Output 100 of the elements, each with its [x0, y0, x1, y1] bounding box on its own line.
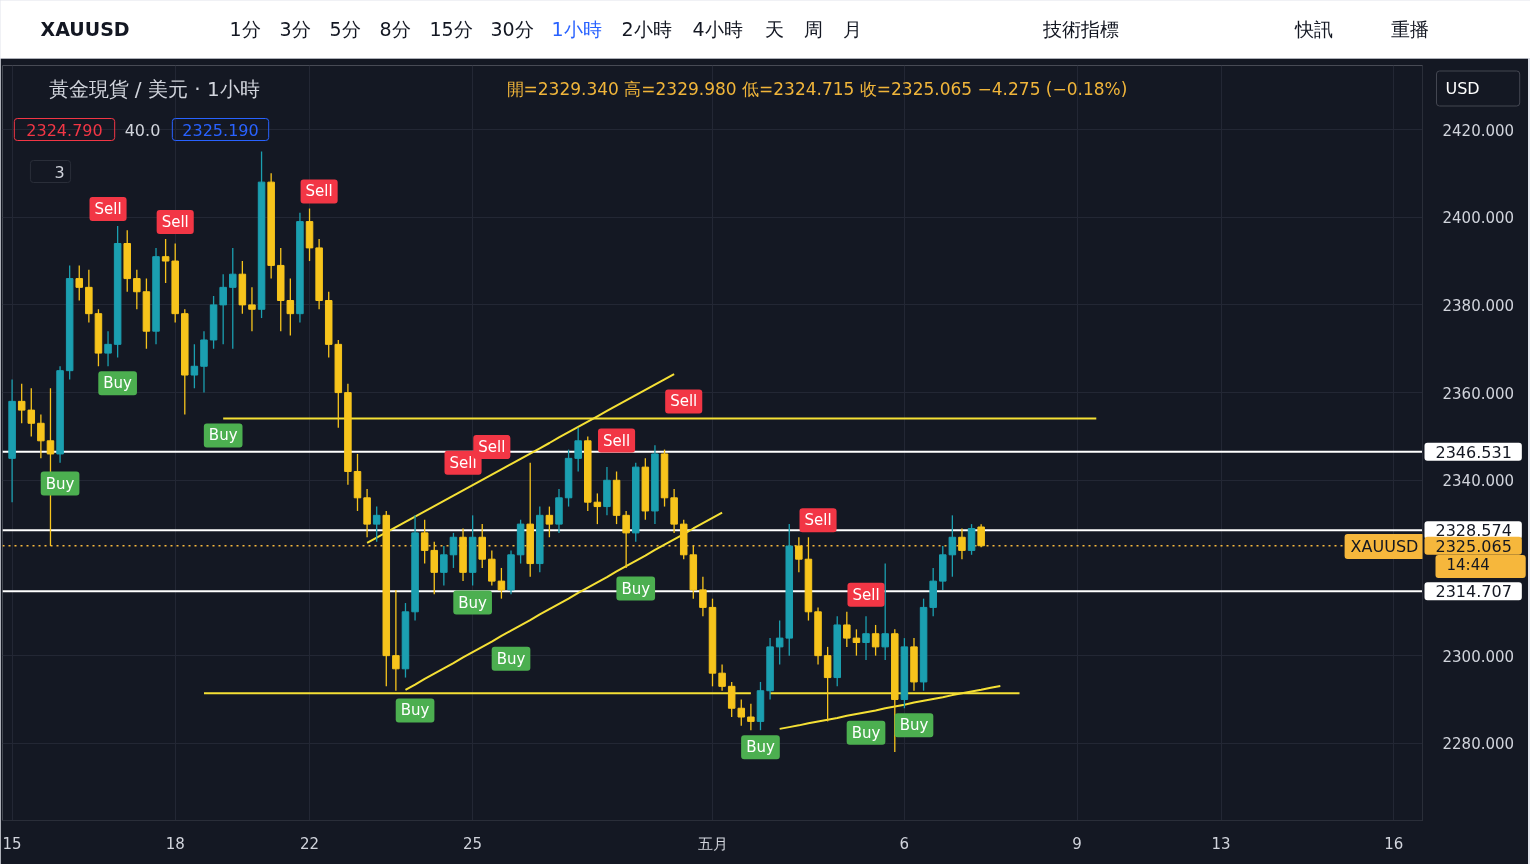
- candlestick: [871, 624, 880, 657]
- y-tick-label: 2340.000: [1442, 472, 1515, 491]
- y-tick-label: 2380.000: [1442, 296, 1515, 315]
- candlestick: [488, 549, 496, 587]
- candlestick: [574, 427, 582, 473]
- text: 8分: [379, 17, 411, 40]
- annotation: 3: [54, 162, 65, 182]
- text: 周: [803, 17, 823, 40]
- candlestick: [133, 269, 141, 310]
- candlestick: [75, 264, 84, 302]
- candlestick: [27, 387, 36, 438]
- candlestick: [497, 567, 506, 600]
- x-tick-label: 15: [2, 834, 22, 853]
- annotation: Buy: [103, 374, 133, 393]
- candlestick: [248, 286, 256, 332]
- candlestick: [843, 611, 851, 648]
- x-tick-label: 13: [1211, 834, 1231, 853]
- text: 15分: [429, 17, 473, 40]
- x-tick-label: 6: [899, 834, 910, 853]
- candlestick: [852, 628, 861, 657]
- text: 2小時: [621, 17, 672, 40]
- text: 4小時: [692, 17, 743, 40]
- annotation: 40.0: [124, 120, 161, 140]
- annotation: 2324.790: [26, 120, 103, 140]
- x-tick-label: 五月: [697, 834, 728, 853]
- candlestick: [37, 413, 45, 459]
- text: 天: [764, 17, 784, 40]
- candlestick: [229, 247, 237, 350]
- candlestick: [593, 492, 602, 525]
- candlestick: [718, 663, 726, 692]
- text: 月: [842, 17, 862, 40]
- candlestick: [977, 523, 985, 548]
- annotation: Sell: [449, 453, 477, 472]
- text: XAUUSD: [40, 17, 130, 40]
- candlestick: [190, 343, 199, 389]
- candlestick: [440, 545, 448, 587]
- annotation: Buy: [400, 701, 430, 720]
- text: 14:44: [1446, 556, 1490, 574]
- y-tick-label: 2300.000: [1442, 647, 1515, 666]
- candlestick: [862, 615, 870, 661]
- candlestick: [622, 510, 630, 569]
- candlestick: [737, 698, 746, 727]
- line-series: [404, 511, 724, 691]
- candlestick: [104, 330, 112, 367]
- text: 30分: [490, 17, 534, 40]
- ref-line-label: 2346.531: [1435, 442, 1512, 462]
- text: 1分: [229, 17, 261, 40]
- annotation: Buy: [746, 738, 775, 757]
- text: 開=2329.340 高=2329.980 低=2324.715 收=2325.065 −4.275 (−0.18%): [506, 78, 1128, 99]
- candlestick: [795, 536, 803, 573]
- candlestick: [372, 505, 381, 543]
- y-tick-label: 2360.000: [1442, 384, 1515, 403]
- text: 重播: [1390, 17, 1429, 40]
- text: 5分: [329, 17, 361, 40]
- annotation: Sell: [478, 438, 506, 456]
- candlestick: [881, 562, 889, 661]
- annotation: Sell: [670, 392, 698, 411]
- candlestick: [219, 273, 227, 345]
- annotation: Buy: [208, 426, 238, 445]
- annotation: Sell: [305, 182, 333, 201]
- candlestick: [17, 383, 26, 424]
- candlestick: [747, 703, 755, 731]
- x-tick-label: 25: [463, 834, 483, 853]
- text: 3分: [279, 17, 311, 40]
- annotation: 2325.190: [182, 120, 259, 140]
- x-tick-label: 16: [1384, 834, 1404, 853]
- candlestick: [699, 576, 707, 617]
- annotation: Buy: [45, 474, 75, 493]
- candlestick: [449, 532, 458, 569]
- y-tick-label: 2400.000: [1442, 209, 1515, 228]
- annotation: Sell: [603, 431, 631, 450]
- text: 黃金現貨 / 美元 · 1小時: [48, 76, 260, 101]
- candlestick: [948, 514, 957, 578]
- candlestick: [958, 527, 966, 560]
- candlestick: [727, 681, 736, 718]
- x-tick-label: 18: [165, 834, 185, 853]
- text: 1小時: [551, 17, 602, 40]
- annotation: Sell: [804, 511, 832, 530]
- candlestick: [430, 541, 439, 595]
- ref-line-label: 2314.707: [1435, 582, 1512, 602]
- candlestick: [545, 505, 554, 538]
- candlestick: [478, 523, 486, 569]
- text: 技術指標: [1041, 17, 1119, 40]
- annotation: XAUUSD: [1350, 537, 1419, 556]
- annotation: Sell: [852, 585, 880, 604]
- candlestick: [967, 523, 976, 556]
- candlestick: [392, 589, 400, 692]
- candlestick: [161, 238, 170, 284]
- y-tick-label: 2280.000: [1442, 735, 1515, 754]
- annotation: Buy: [458, 593, 488, 612]
- x-tick-label: 22: [299, 834, 320, 853]
- annotation: Buy: [496, 649, 526, 668]
- x-tick-label: 9: [1072, 834, 1082, 853]
- annotation: Buy: [899, 716, 929, 735]
- candlestick: [823, 646, 832, 723]
- y-tick-label: 2420.000: [1442, 121, 1515, 140]
- annotation: Buy: [851, 723, 881, 742]
- text: USD: [1445, 79, 1480, 98]
- annotation: Sell: [161, 213, 189, 232]
- candlestick: [420, 519, 429, 565]
